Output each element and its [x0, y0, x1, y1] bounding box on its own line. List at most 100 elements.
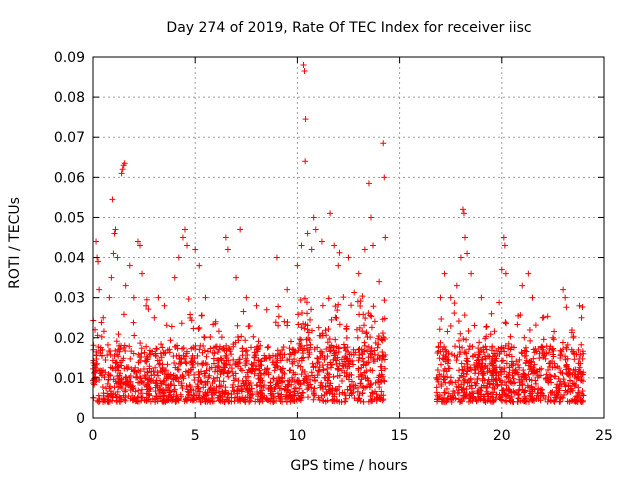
data-point — [263, 395, 270, 402]
data-point — [196, 346, 203, 353]
y-tick-label: 0.09 — [54, 50, 85, 66]
data-point — [564, 371, 571, 378]
data-point — [579, 355, 586, 362]
data-point — [252, 366, 259, 373]
data-point — [99, 384, 106, 391]
data-point — [131, 332, 138, 339]
data-point — [536, 355, 543, 362]
data-point — [275, 382, 282, 389]
data-point — [358, 364, 365, 371]
data-point — [179, 385, 186, 392]
data-point — [189, 362, 196, 369]
data-point — [297, 336, 304, 343]
data-point — [319, 332, 326, 339]
data-point — [368, 324, 375, 331]
data-point — [264, 365, 271, 372]
data-point — [198, 312, 205, 319]
data-point — [245, 373, 252, 380]
data-point — [224, 246, 231, 253]
data-point — [459, 366, 466, 373]
data-point — [232, 339, 239, 346]
data-point — [536, 372, 543, 379]
data-point — [273, 359, 280, 366]
data-point — [345, 359, 352, 366]
data-point — [437, 339, 444, 346]
data-point — [236, 356, 243, 363]
data-point — [172, 364, 179, 371]
data-point — [464, 358, 471, 365]
data-point — [551, 328, 558, 335]
data-point — [114, 364, 121, 371]
data-point — [321, 356, 328, 363]
data-point — [219, 345, 226, 352]
data-point — [479, 356, 486, 363]
data-point — [359, 293, 366, 300]
data-point — [161, 302, 168, 309]
data-point — [201, 373, 208, 380]
data-point — [462, 376, 469, 383]
data-point — [344, 356, 351, 363]
data-point — [311, 392, 318, 399]
data-point — [113, 398, 120, 405]
data-point — [473, 398, 480, 405]
data-point — [566, 398, 573, 405]
data-point — [485, 376, 492, 383]
data-point — [202, 379, 209, 386]
data-point — [105, 376, 112, 383]
data-point — [463, 391, 470, 398]
data-point — [171, 386, 178, 393]
data-point — [315, 324, 322, 331]
data-point — [265, 371, 272, 378]
data-point — [489, 344, 496, 351]
data-point — [164, 361, 171, 368]
data-point — [335, 262, 342, 269]
data-point — [350, 351, 357, 358]
data-point — [368, 397, 375, 404]
data-point — [532, 322, 539, 329]
data-point — [254, 343, 261, 350]
data-point — [336, 360, 343, 367]
data-point — [435, 344, 442, 351]
data-point — [196, 371, 203, 378]
data-point — [210, 360, 217, 367]
data-point — [128, 383, 135, 390]
data-point — [248, 392, 255, 399]
data-point — [445, 350, 452, 357]
data-point — [116, 348, 123, 355]
data-point — [503, 385, 510, 392]
data-points — [90, 62, 587, 405]
data-point — [244, 385, 251, 392]
data-point — [330, 373, 337, 380]
data-point — [114, 254, 121, 261]
data-point — [250, 333, 257, 340]
data-point — [279, 378, 286, 385]
data-point — [369, 389, 376, 396]
data-point — [104, 397, 111, 404]
data-point — [251, 354, 258, 361]
data-point — [254, 348, 261, 355]
data-point — [236, 359, 243, 366]
data-point — [562, 356, 569, 363]
x-tick-label: 10 — [288, 428, 306, 444]
data-point — [531, 386, 538, 393]
data-point — [199, 396, 206, 403]
data-point — [104, 352, 111, 359]
data-point — [365, 310, 372, 317]
data-point — [122, 373, 129, 380]
data-point — [306, 351, 313, 358]
data-point — [444, 373, 451, 380]
data-point — [566, 377, 573, 384]
data-point — [335, 365, 342, 372]
data-point — [516, 382, 523, 389]
data-point — [98, 333, 105, 340]
data-point — [295, 311, 302, 318]
data-point — [159, 344, 166, 351]
data-point — [256, 365, 263, 372]
data-point — [263, 306, 270, 313]
data-point — [455, 396, 462, 403]
data-point — [465, 346, 472, 353]
data-point — [170, 353, 177, 360]
data-point — [95, 258, 102, 265]
data-point — [273, 377, 280, 384]
